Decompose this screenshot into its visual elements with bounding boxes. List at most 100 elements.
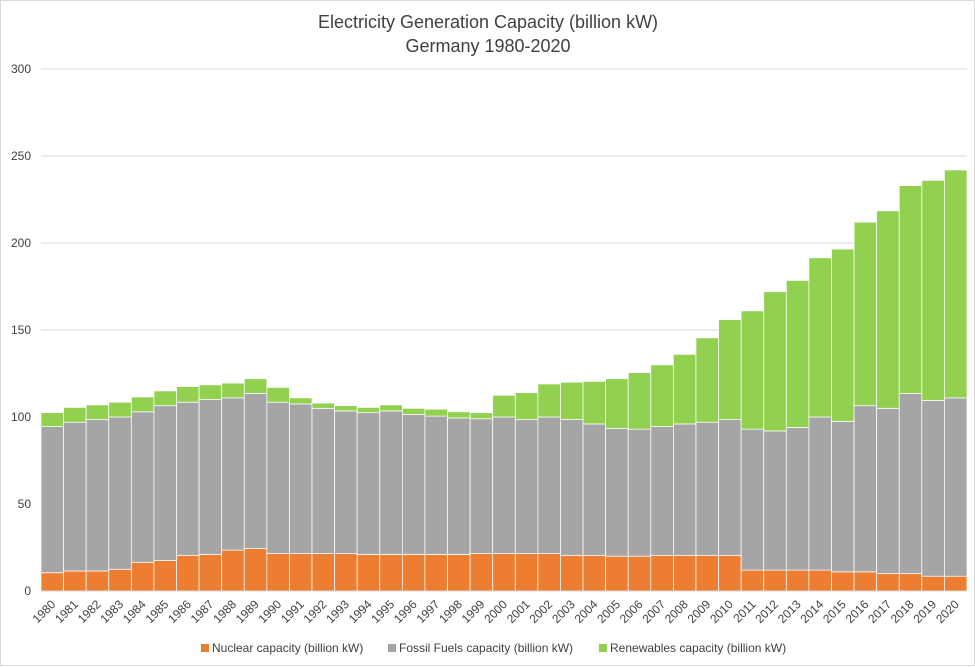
x-tick-label: 1992 [301, 597, 330, 626]
bar-renewables-1986 [176, 386, 200, 403]
x-tick-label: 1997 [414, 597, 443, 626]
bar-renewables-2015 [831, 248, 855, 422]
bar-nuclear-2015 [831, 571, 855, 592]
x-tick-label: 2009 [685, 597, 714, 626]
bar-nuclear-2006 [627, 555, 652, 592]
bar-fossil-2001 [514, 419, 539, 554]
bar-nuclear-1990 [266, 553, 290, 592]
y-tick-label: 50 [18, 497, 32, 511]
chart-subtitle: Germany 1980-2020 [405, 36, 570, 56]
legend-label: Renewables capacity (billion kW) [610, 641, 786, 655]
bar-nuclear-2009 [695, 554, 719, 592]
bar-nuclear-2002 [537, 553, 561, 592]
bar-renewables-2000 [492, 394, 516, 418]
bar-nuclear-2012 [763, 569, 787, 592]
x-tick-label: 1991 [278, 597, 307, 626]
y-tick-label: 200 [11, 236, 31, 250]
y-tick-label: 250 [11, 149, 31, 163]
bar-fossil-1999 [469, 418, 494, 554]
bar-renewables-2019 [921, 179, 945, 401]
bar-renewables-2017 [876, 210, 900, 409]
bar-fossil-2015 [831, 420, 855, 573]
bar-nuclear-2008 [673, 554, 697, 592]
x-tick-label: 2018 [888, 597, 917, 626]
bar-renewables-2006 [627, 372, 652, 430]
bar-fossil-2009 [695, 421, 719, 556]
bar-nuclear-1994 [356, 554, 381, 592]
bar-renewables-1988 [221, 382, 245, 399]
bar-renewables-2018 [898, 185, 923, 394]
x-tick-label: 1995 [368, 597, 397, 626]
bar-fossil-1997 [424, 415, 448, 555]
bar-fossil-1993 [334, 410, 358, 554]
bar-fossil-2004 [582, 423, 607, 556]
bars [40, 169, 968, 592]
x-tick-label: 1996 [391, 597, 420, 626]
bar-nuclear-1986 [176, 554, 200, 592]
x-tick-label: 2008 [662, 597, 691, 626]
bar-renewables-1996 [401, 407, 426, 415]
bar-fossil-1980 [40, 426, 64, 574]
bar-nuclear-1988 [221, 549, 245, 592]
bar-renewables-2010 [718, 319, 742, 420]
bar-nuclear-2019 [921, 575, 945, 592]
bar-renewables-1983 [108, 401, 132, 418]
x-tick-label: 1988 [210, 597, 239, 626]
bar-nuclear-2018 [898, 573, 923, 592]
bar-nuclear-1997 [424, 554, 448, 592]
x-tick-label: 2016 [843, 597, 872, 626]
bar-renewables-2005 [605, 378, 629, 429]
bar-nuclear-1999 [469, 553, 494, 592]
bar-nuclear-1998 [447, 554, 471, 592]
bar-fossil-2017 [876, 407, 900, 574]
legend-swatch [388, 644, 396, 652]
x-tick-label: 1993 [323, 597, 352, 626]
bar-renewables-1987 [198, 384, 223, 400]
bar-renewables-2008 [673, 353, 697, 425]
bar-nuclear-2005 [605, 555, 629, 592]
bar-nuclear-1993 [334, 553, 358, 592]
x-tick-label: 2011 [730, 597, 758, 625]
bar-nuclear-2016 [853, 571, 878, 592]
bar-nuclear-1985 [153, 560, 177, 592]
bar-fossil-1983 [108, 416, 132, 570]
bar-renewables-1997 [424, 408, 448, 417]
legend-label: Nuclear capacity (billion kW) [212, 641, 363, 655]
x-tick-label: 1982 [75, 597, 104, 626]
bar-renewables-2016 [853, 221, 878, 407]
bar-renewables-1995 [379, 404, 403, 412]
bar-fossil-2012 [763, 430, 787, 571]
bar-renewables-2011 [740, 310, 765, 430]
x-tick-label: 1985 [143, 597, 172, 626]
legend-swatch [599, 644, 607, 652]
bar-nuclear-1995 [379, 554, 403, 592]
bar-fossil-1985 [153, 405, 177, 561]
x-tick-label: 1980 [30, 597, 59, 626]
x-tick-label: 2000 [481, 597, 510, 626]
y-tick-label: 300 [11, 62, 31, 76]
bar-nuclear-2007 [650, 554, 674, 592]
bar-renewables-2012 [763, 291, 787, 432]
x-tick-label: 2020 [933, 597, 962, 626]
bar-nuclear-2014 [808, 569, 832, 592]
bar-nuclear-1980 [40, 572, 64, 592]
bar-fossil-1994 [356, 412, 381, 555]
bar-renewables-2007 [650, 364, 674, 427]
x-tick-label: 2015 [820, 597, 849, 626]
bar-renewables-2003 [560, 381, 584, 420]
bar-renewables-2004 [582, 380, 607, 425]
bar-fossil-2002 [537, 416, 561, 554]
bar-fossil-2010 [718, 419, 742, 556]
bar-fossil-2000 [492, 416, 516, 554]
x-tick-label: 2003 [549, 597, 578, 626]
bar-renewables-1991 [289, 397, 313, 405]
bar-renewables-1993 [334, 405, 358, 412]
bar-fossil-1989 [243, 393, 268, 549]
legend-swatch [201, 644, 209, 652]
bar-fossil-1990 [266, 401, 290, 554]
x-tick-label: 2001 [504, 597, 533, 626]
bar-nuclear-2004 [582, 554, 607, 592]
bar-renewables-1999 [469, 412, 494, 420]
bar-fossil-1998 [447, 417, 471, 555]
